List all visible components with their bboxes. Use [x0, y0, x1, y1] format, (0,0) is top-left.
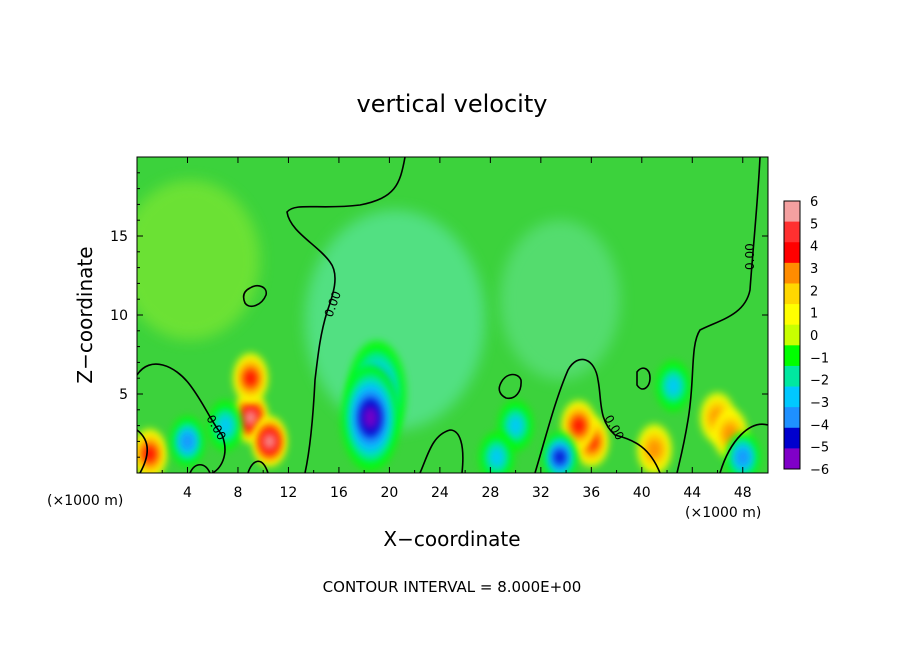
- colorbar-label: 5: [810, 217, 818, 232]
- contour-mid: [419, 429, 464, 473]
- colorbar-label: −2: [810, 374, 829, 389]
- x-tick-label: 24: [431, 485, 449, 501]
- colorbar-swatch: [784, 324, 800, 346]
- x-tick-label: 16: [330, 485, 348, 501]
- downdraft-cell-11: [170, 416, 205, 467]
- y-tick-label: 5: [119, 387, 128, 403]
- x-axis: 4 8 12 16 20 24 28 32 36 40 44 48: [161, 157, 752, 501]
- colorbar-label: 6: [810, 195, 818, 210]
- downdraft-cell-17: [479, 432, 514, 473]
- colorbar-swatch: [784, 283, 800, 305]
- x-tick-label: 12: [280, 485, 298, 501]
- downdraft-cell-14: [725, 432, 760, 473]
- contour-bottom3: [719, 423, 768, 473]
- colorbar-swatch: [784, 221, 800, 243]
- zero-contours: [137, 157, 768, 473]
- y-axis-label: Z−coordinate: [73, 246, 97, 383]
- x-tick-label: 4: [183, 485, 192, 501]
- x-unit-right: (×1000 m): [685, 505, 761, 521]
- updraft-cell-3: [137, 429, 167, 473]
- colorbar-label: 0: [810, 329, 818, 344]
- colorbar-label: −6: [810, 463, 829, 478]
- colorbar-label: −5: [810, 441, 829, 456]
- contour-interval-footer: CONTOUR INTERVAL = 8.000E+00: [323, 578, 582, 596]
- contour-label-4: 0.00: [743, 243, 757, 270]
- colorbar-label: −1: [810, 351, 829, 366]
- colorbar-swatch: [784, 242, 800, 264]
- contour-left: [137, 363, 226, 473]
- colorbar-swatch: [784, 201, 800, 223]
- colorbar-label: 4: [810, 240, 818, 255]
- contour-small2: [636, 367, 651, 390]
- colorbar-swatch: [784, 365, 800, 388]
- x-unit-left: (×1000 m): [47, 493, 123, 509]
- colorbar-swatch: [784, 407, 800, 429]
- contour-mid2: [534, 358, 661, 473]
- x-axis-label: X−coordinate: [383, 527, 520, 551]
- downdraft-cell-12: [208, 400, 243, 451]
- downdraft-cell-10: [341, 364, 400, 471]
- y-tick-label: 10: [110, 308, 128, 324]
- colorbar-swatch: [784, 386, 800, 408]
- contour-bottom1: [247, 460, 269, 473]
- colorbar-swatch: [784, 448, 800, 470]
- contour-island: [242, 285, 268, 307]
- colorbar-swatch: [784, 427, 800, 449]
- x-tick-label: 28: [481, 485, 499, 501]
- colorbar-swatch: [784, 304, 800, 326]
- chart-title: vertical velocity: [357, 90, 548, 118]
- colorbar-frame: [783, 200, 801, 470]
- colorbar: 6 5 4 3 2 1 0 −1 −2 −3 −4 −5 −6: [783, 195, 829, 478]
- colorbar-swatch: [784, 262, 800, 284]
- colorbar-label: 1: [810, 307, 818, 322]
- colorbar-label: −3: [810, 396, 829, 411]
- y-tick-label: 15: [110, 229, 128, 245]
- colorbar-label: −4: [810, 418, 829, 433]
- x-tick-label: 44: [683, 485, 701, 501]
- contour-right: [676, 157, 761, 473]
- y-axis: 5 10 15: [110, 172, 768, 458]
- contour-left2: [137, 429, 148, 473]
- colorbar-label: 2: [810, 284, 818, 299]
- updraft-cell-2: [233, 353, 268, 404]
- downdraft-cell-13: [542, 432, 577, 473]
- x-tick-label: 36: [582, 485, 600, 501]
- colorbar-label: 3: [810, 262, 818, 277]
- updraft-cell-1: [252, 416, 287, 467]
- contour-small1: [498, 373, 522, 400]
- x-tick-label: 48: [734, 485, 752, 501]
- x-tick-label: 20: [380, 485, 398, 501]
- downdraft-cell-16: [656, 361, 691, 412]
- x-tick-label: 8: [233, 485, 242, 501]
- updraft-cell-8: [637, 424, 672, 473]
- contour-bottom2: [189, 463, 211, 473]
- contour-main: [286, 157, 406, 473]
- x-tick-label: 40: [633, 485, 651, 501]
- colorbar-swatch: [784, 345, 800, 367]
- x-tick-label: 32: [532, 485, 550, 501]
